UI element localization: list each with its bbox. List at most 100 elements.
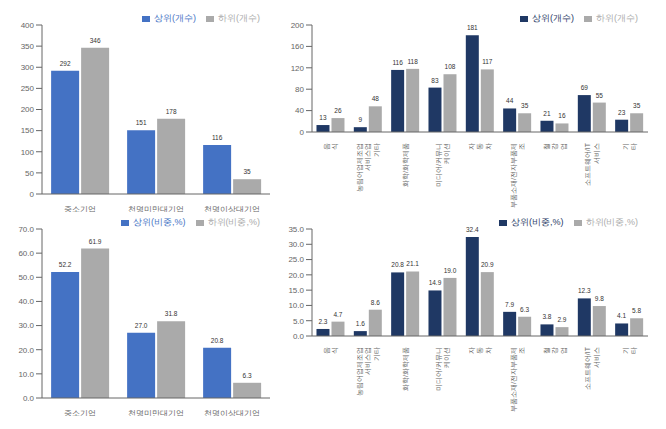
svg-text:178: 178 [166, 108, 177, 115]
svg-text:20.0: 20.0 [288, 271, 304, 280]
svg-text:30.0: 30.0 [288, 240, 304, 249]
svg-text:35: 35 [244, 168, 252, 175]
svg-text:80: 80 [295, 85, 304, 94]
svg-text:미디어/커뮤니케이션: 미디어/커뮤니케이션 [435, 347, 451, 391]
svg-text:108: 108 [445, 63, 456, 70]
svg-text:0: 0 [30, 190, 35, 199]
svg-text:292: 292 [60, 60, 71, 67]
svg-text:농림어업제조업서비스업기타: 농림어업제조업서비스업기타 [356, 347, 380, 396]
svg-text:자동차: 자동차 [468, 143, 492, 150]
svg-text:27.0: 27.0 [135, 322, 148, 329]
svg-text:화학/화학제품: 화학/화학제품 [402, 143, 410, 187]
svg-text:50: 50 [25, 169, 34, 178]
svg-text:21: 21 [543, 110, 551, 117]
svg-text:70.0: 70.0 [18, 225, 34, 234]
svg-text:10.0: 10.0 [288, 301, 304, 310]
svg-text:61.9: 61.9 [89, 238, 102, 245]
svg-text:69: 69 [581, 84, 589, 91]
svg-text:20.8: 20.8 [211, 337, 224, 344]
svg-text:5.0: 5.0 [293, 317, 305, 326]
svg-text:117: 117 [482, 58, 493, 65]
svg-text:철강업: 철강업 [543, 143, 568, 150]
svg-text:100: 100 [21, 148, 35, 157]
svg-text:천명미만대기업: 천명미만대기업 [128, 205, 184, 212]
svg-text:5.8: 5.8 [632, 307, 641, 314]
svg-text:181: 181 [467, 24, 478, 31]
svg-text:부품소재/전자부품제조: 부품소재/전자부품제조 [510, 143, 526, 208]
svg-text:천명미만대기업: 천명미만대기업 [128, 409, 184, 416]
svg-text:300: 300 [21, 63, 35, 72]
svg-text:10.0: 10.0 [18, 370, 34, 379]
svg-text:52.2: 52.2 [59, 261, 72, 268]
svg-text:7.9: 7.9 [505, 301, 514, 308]
svg-text:부품소재/전자부품제조: 부품소재/전자부품제조 [510, 347, 526, 412]
svg-text:35.0: 35.0 [288, 225, 304, 234]
svg-text:23: 23 [618, 109, 626, 116]
svg-text:음식: 음식 [323, 347, 340, 354]
svg-text:6.3: 6.3 [520, 306, 529, 313]
svg-text:9.8: 9.8 [595, 295, 604, 302]
svg-text:21.1: 21.1 [406, 260, 419, 267]
svg-text:151: 151 [136, 119, 147, 126]
svg-text:0.0: 0.0 [23, 394, 35, 403]
svg-text:31.8: 31.8 [165, 310, 178, 317]
svg-text:160: 160 [291, 42, 305, 51]
svg-text:3.8: 3.8 [542, 313, 551, 320]
svg-text:14.9: 14.9 [429, 279, 442, 286]
svg-text:6.3: 6.3 [243, 372, 252, 379]
svg-text:농림어업제조업서비스업기타: 농림어업제조업서비스업기타 [356, 143, 380, 192]
svg-text:350: 350 [21, 42, 35, 51]
svg-text:200: 200 [21, 105, 35, 114]
svg-text:35: 35 [521, 102, 529, 109]
svg-text:12.3: 12.3 [578, 287, 591, 294]
svg-text:철강업: 철강업 [543, 347, 568, 354]
svg-text:40.0: 40.0 [18, 297, 34, 306]
svg-text:20.8: 20.8 [391, 261, 404, 268]
svg-text:150: 150 [21, 126, 35, 135]
svg-text:35: 35 [633, 102, 641, 109]
svg-text:소프트웨어/IT서비스: 소프트웨어/IT서비스 [584, 142, 600, 186]
svg-text:118: 118 [407, 58, 418, 65]
svg-text:20.0: 20.0 [18, 346, 34, 355]
svg-text:1.6: 1.6 [356, 320, 365, 327]
svg-text:천명이상대기업: 천명이상대기업 [204, 409, 260, 416]
svg-text:13: 13 [319, 114, 327, 121]
svg-text:25.0: 25.0 [288, 255, 304, 264]
svg-text:2.9: 2.9 [557, 316, 566, 323]
svg-text:15.0: 15.0 [288, 286, 304, 295]
svg-text:26: 26 [334, 107, 342, 114]
svg-text:미디어/커뮤니케이션: 미디어/커뮤니케이션 [435, 143, 451, 187]
svg-text:16: 16 [558, 112, 566, 119]
svg-text:83: 83 [431, 77, 439, 84]
svg-text:화학/화학제품: 화학/화학제품 [402, 347, 410, 391]
svg-text:0.0: 0.0 [293, 332, 305, 341]
svg-text:자동차: 자동차 [468, 347, 492, 354]
svg-text:2.3: 2.3 [318, 318, 327, 325]
svg-text:음식: 음식 [323, 143, 340, 150]
svg-text:400: 400 [21, 21, 35, 30]
svg-text:346: 346 [90, 37, 101, 44]
svg-text:4.1: 4.1 [617, 312, 626, 319]
svg-text:0: 0 [300, 128, 305, 137]
svg-text:40: 40 [295, 106, 304, 115]
svg-text:8.6: 8.6 [371, 299, 380, 306]
svg-text:44: 44 [506, 97, 514, 104]
svg-text:200: 200 [291, 21, 305, 30]
svg-text:120: 120 [291, 64, 305, 73]
svg-text:60.0: 60.0 [18, 249, 34, 258]
svg-text:소프트웨어/IT서비스: 소프트웨어/IT서비스 [584, 346, 600, 390]
svg-text:중소기업: 중소기업 [64, 409, 96, 416]
svg-text:천명이상대기업: 천명이상대기업 [204, 205, 260, 212]
svg-text:20.9: 20.9 [481, 261, 494, 268]
svg-text:55: 55 [596, 92, 604, 99]
svg-text:116: 116 [392, 59, 403, 66]
svg-text:48: 48 [372, 95, 380, 102]
svg-text:기타: 기타 [622, 347, 638, 354]
svg-text:250: 250 [21, 84, 35, 93]
svg-text:기타: 기타 [622, 143, 638, 150]
svg-text:중소기업: 중소기업 [64, 205, 96, 212]
svg-text:30.0: 30.0 [18, 321, 34, 330]
svg-text:116: 116 [212, 134, 223, 141]
svg-text:9: 9 [359, 116, 363, 123]
svg-text:4.7: 4.7 [333, 311, 342, 318]
